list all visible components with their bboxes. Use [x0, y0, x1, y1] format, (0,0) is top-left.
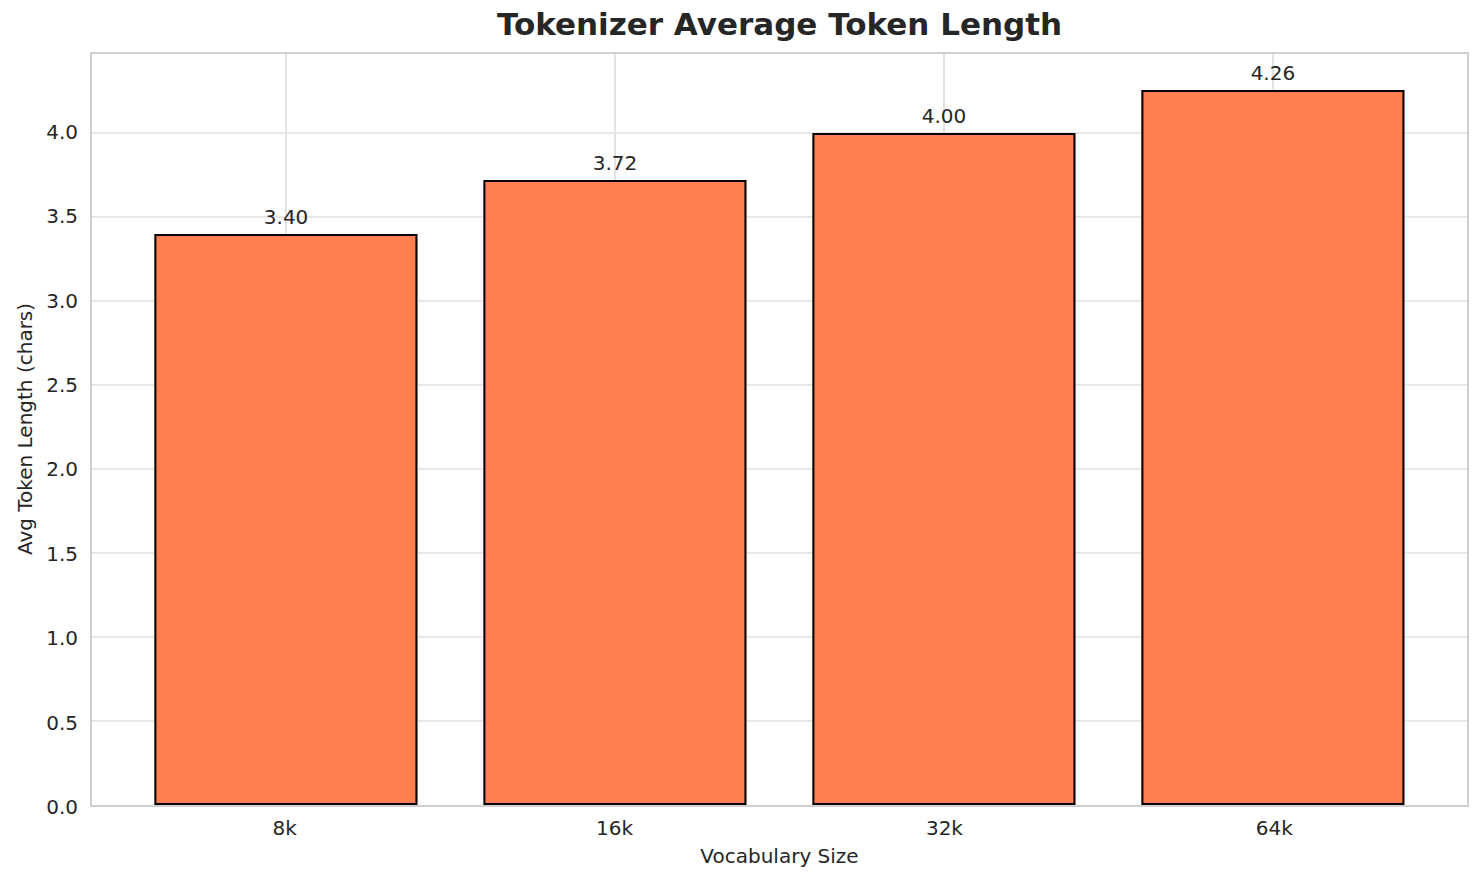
bar-value-label: 3.72	[593, 153, 638, 173]
bar-value-label: 3.40	[264, 207, 309, 227]
bar-16k	[483, 180, 746, 805]
y-axis-label: Avg Token Length (chars)	[15, 303, 35, 555]
x-tick-label: 32k	[926, 818, 963, 838]
y-tick-label: 3.5	[0, 206, 78, 226]
y-tick-label: 0.5	[0, 713, 78, 733]
y-tick-label: 2.0	[0, 459, 78, 479]
x-tick-label: 16k	[596, 818, 633, 838]
x-tick-label: 8k	[272, 818, 296, 838]
plot-area: 3.40 3.72 4.00 4.26	[90, 52, 1469, 807]
y-tick-label: 3.0	[0, 291, 78, 311]
y-tick-label: 0.0	[0, 797, 78, 817]
chart-title: Tokenizer Average Token Length	[90, 6, 1469, 42]
x-tick-label: 64k	[1256, 818, 1293, 838]
y-tick-label: 4.0	[0, 122, 78, 142]
y-tick-label: 1.5	[0, 544, 78, 564]
bar-value-label: 4.00	[922, 106, 967, 126]
figure: Tokenizer Average Token Length Avg Token…	[0, 0, 1484, 885]
bar-32k	[812, 133, 1075, 805]
y-tick-label: 1.0	[0, 628, 78, 648]
bar-8k	[155, 234, 418, 805]
x-axis-label: Vocabulary Size	[90, 846, 1469, 866]
bar-value-label: 4.26	[1251, 63, 1296, 83]
bar-64k	[1141, 90, 1404, 805]
y-tick-label: 2.5	[0, 375, 78, 395]
